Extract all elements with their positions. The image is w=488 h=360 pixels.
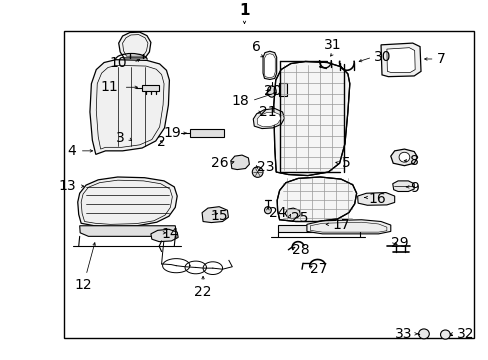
Text: 29: 29 (390, 236, 407, 250)
Text: 9: 9 (409, 181, 418, 195)
Ellipse shape (211, 131, 214, 135)
Ellipse shape (418, 329, 428, 339)
Text: 15: 15 (210, 209, 227, 223)
Polygon shape (285, 208, 300, 219)
Ellipse shape (201, 131, 204, 135)
Bar (142, 85, 159, 91)
Bar (64, 31, 473, 338)
Text: 25: 25 (290, 211, 308, 225)
Bar (277, 225, 359, 232)
Text: 8: 8 (409, 154, 418, 168)
Text: 24: 24 (268, 206, 286, 220)
Polygon shape (277, 177, 356, 221)
Ellipse shape (264, 207, 271, 214)
Text: 30: 30 (373, 50, 390, 64)
Polygon shape (119, 32, 151, 58)
Polygon shape (230, 155, 249, 170)
Polygon shape (253, 108, 284, 129)
Polygon shape (306, 220, 390, 234)
Text: 26: 26 (210, 156, 228, 170)
Text: 18: 18 (231, 94, 249, 108)
Text: 20: 20 (264, 84, 281, 98)
Polygon shape (380, 43, 420, 77)
Ellipse shape (252, 167, 263, 177)
Text: 17: 17 (331, 218, 349, 232)
Polygon shape (273, 62, 349, 176)
Text: 27: 27 (310, 262, 327, 276)
Bar (278, 83, 287, 96)
Ellipse shape (216, 131, 219, 135)
Text: 1: 1 (239, 3, 249, 18)
Polygon shape (78, 177, 177, 226)
Ellipse shape (440, 330, 449, 339)
Text: 21: 21 (259, 105, 276, 119)
Text: 3: 3 (116, 131, 125, 145)
Ellipse shape (191, 131, 195, 135)
Text: 32: 32 (456, 327, 473, 341)
Text: 2: 2 (157, 135, 165, 149)
Ellipse shape (196, 131, 200, 135)
Text: 11: 11 (100, 80, 118, 94)
Text: 13: 13 (59, 179, 76, 193)
Polygon shape (263, 51, 276, 80)
Text: 7: 7 (436, 52, 445, 66)
Text: 10: 10 (110, 55, 127, 69)
Polygon shape (390, 149, 417, 166)
Text: 5: 5 (341, 156, 350, 170)
Polygon shape (264, 54, 275, 78)
Text: 22: 22 (194, 285, 211, 299)
Polygon shape (80, 226, 176, 237)
Polygon shape (357, 193, 394, 205)
Polygon shape (257, 112, 280, 127)
Polygon shape (392, 181, 413, 192)
Text: 12: 12 (75, 278, 92, 292)
Text: 16: 16 (368, 192, 386, 206)
Text: 6: 6 (252, 40, 261, 54)
Text: 33: 33 (394, 327, 412, 341)
Polygon shape (151, 229, 178, 242)
Text: 14: 14 (161, 227, 179, 241)
Polygon shape (90, 60, 169, 154)
Polygon shape (202, 207, 228, 222)
Text: 4: 4 (67, 144, 76, 158)
Text: 31: 31 (323, 38, 341, 52)
Text: 23: 23 (256, 160, 274, 174)
Bar (189, 129, 224, 138)
Ellipse shape (206, 131, 209, 135)
Ellipse shape (267, 86, 276, 97)
Polygon shape (386, 48, 414, 72)
Text: 19: 19 (163, 126, 181, 140)
Text: 28: 28 (292, 243, 309, 257)
Ellipse shape (398, 152, 409, 162)
